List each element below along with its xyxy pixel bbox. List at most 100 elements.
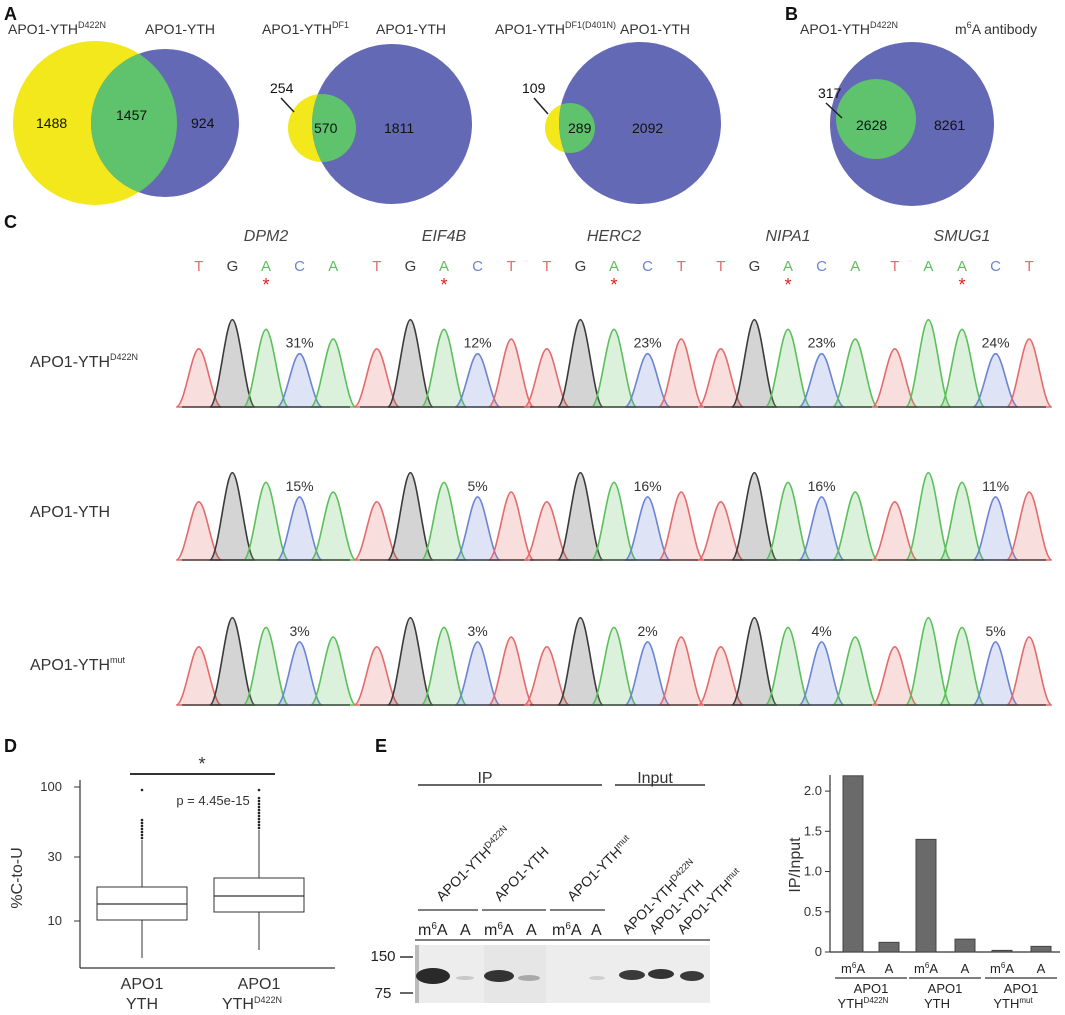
trace-peak-eif4b-r1-1	[353, 347, 400, 408]
ip-header: IP	[477, 770, 492, 787]
blot-band-m6a-1	[416, 968, 450, 984]
venn1-left-title: APO1-YTHD422N	[8, 20, 106, 37]
trace-peak-nipa1-r3-4	[798, 641, 845, 706]
trace-peak-smug1-r1-4	[972, 352, 1019, 408]
venn3-right-count: 2092	[632, 120, 663, 136]
percent-eif4b-r3: 3%	[467, 623, 487, 639]
trace-peak-herc2-r2-1	[523, 500, 570, 561]
marker-75-label: 75	[375, 985, 392, 1002]
boxplot-group1-line1: APO1	[121, 976, 164, 993]
trace-peak-dpm2-r3-5	[309, 636, 357, 706]
western-blot-panel: IP Input APO1-YTHD422N APO1-YTH APO1-YTH…	[370, 770, 741, 1003]
gene-name-smug1: SMUG1	[934, 228, 991, 245]
trace-peak-dpm2-r2-1	[175, 500, 222, 561]
percent-herc2-r2: 16%	[634, 478, 662, 494]
panel-label-b: B	[785, 4, 798, 24]
chromatogram-row-label-2: APO1-YTH	[30, 504, 110, 521]
boxplot-ytick-10: 10	[48, 913, 62, 928]
trace-peak-smug1-r2-1	[871, 500, 918, 561]
edit-site-asterisk-nipa1: *	[784, 275, 791, 295]
trace-peak-herc2-r2-3	[590, 481, 638, 561]
base-dpm2-2: G	[227, 258, 239, 275]
trace-peak-dpm2-r1-4	[276, 352, 323, 408]
outlier-point	[140, 830, 144, 834]
box2-outliers	[257, 788, 261, 830]
lane-m6a-2: m6A	[484, 921, 514, 939]
lane-m6a-3: m6A	[552, 921, 582, 939]
lane-m6a-1: m6A	[418, 921, 448, 939]
gene-name-nipa1: NIPA1	[765, 228, 810, 245]
trace-peak-dpm2-r2-2	[209, 471, 256, 561]
trace-peak-herc2-r1-2	[557, 318, 604, 408]
outlier-point	[257, 811, 261, 815]
edit-site-asterisk-dpm2: *	[262, 275, 269, 295]
venn4-right-count: 8261	[934, 117, 965, 133]
trace-peak-eif4b-r2-4	[454, 496, 501, 561]
trace-peak-dpm2-r2-5	[309, 491, 357, 561]
percent-eif4b-r2: 5%	[467, 478, 487, 494]
base-dpm2-3: A	[261, 258, 271, 275]
bar-2	[878, 941, 900, 953]
base-herc2-2: G	[575, 258, 587, 275]
trace-peak-nipa1-r1-1	[697, 347, 744, 408]
edit-site-asterisk-eif4b: *	[440, 275, 447, 295]
venn-diagram-2: APO1-YTHDF1 APO1-YTH 254 570 1811	[262, 20, 472, 204]
trace-peak-smug1-r1-2	[905, 318, 952, 408]
venn4-overlap	[836, 79, 916, 159]
marker-150-label: 150	[370, 948, 395, 965]
boxplot-panel: 100 30 10 %C-to-U * p = 4.45e-15 APO1 YT…	[9, 754, 335, 1013]
boxplot-group2-line2: YTHD422N	[222, 995, 282, 1013]
percent-smug1-r2: 11%	[982, 478, 1009, 494]
venn1-left-count: 1488	[36, 115, 67, 131]
trace-peak-herc2-r2-2	[557, 471, 604, 561]
trace-peak-nipa1-r1-5	[831, 338, 879, 408]
outlier-point	[140, 824, 144, 828]
bar-category-2: A	[885, 961, 894, 976]
trace-peak-smug1-r3-5	[1005, 636, 1053, 706]
percent-dpm2-r2: 15%	[286, 478, 314, 494]
venn2-callout-line	[280, 97, 295, 113]
trace-peak-eif4b-r3-2	[387, 616, 434, 706]
base-smug1-5: T	[1025, 258, 1034, 275]
bars	[842, 775, 1052, 953]
venn3-right-circle	[559, 42, 721, 204]
base-eif4b-2: G	[405, 258, 417, 275]
bar-6	[1030, 945, 1052, 953]
bar-1	[842, 775, 864, 953]
outlier-point	[140, 827, 144, 831]
blot-band-input-3	[680, 971, 704, 981]
bar-y-ticks: 0 0.5 1.0 1.5 2.0	[804, 783, 830, 959]
venn3-left-title: APO1-YTHDF1(D401N)	[495, 20, 616, 37]
blot-band-input-1	[619, 970, 645, 980]
percent-herc2-r1: 23%	[634, 335, 662, 351]
boxplot-ytick-100: 100	[40, 779, 62, 794]
blot-band-a-3	[589, 976, 605, 980]
boxplot-group1-line2: YTH	[126, 996, 158, 1013]
bar-ytick-label-1: 0.5	[804, 904, 822, 919]
trace-peak-herc2-r3-4	[624, 641, 671, 706]
outlier-point	[257, 823, 261, 827]
box1-outliers	[140, 788, 144, 840]
base-nipa1-5: A	[850, 258, 860, 275]
trace-peak-smug1-r2-4	[972, 496, 1019, 561]
blot-band-a-2	[518, 975, 540, 981]
lane-a-3: A	[591, 922, 602, 939]
venn2-right-count: 1811	[384, 120, 414, 136]
outlier-point	[257, 817, 261, 821]
venn3-right-title: APO1-YTH	[620, 21, 690, 37]
trace-peak-nipa1-r3-2	[731, 616, 778, 706]
venn1-overlap-count: 1457	[116, 107, 147, 123]
input-header: Input	[637, 770, 673, 787]
venn-diagram-4: APO1-YTHD422N m6A antibody 317 2628 8261	[800, 20, 1037, 206]
bar-ytick-label-2: 1.0	[804, 864, 822, 879]
gene-name-eif4b: EIF4B	[422, 228, 467, 245]
trace-peak-nipa1-r1-3	[764, 328, 812, 408]
trace-peak-eif4b-r2-3	[420, 481, 468, 561]
gene-name-dpm2: DPM2	[244, 228, 289, 245]
panel-label-c: C	[4, 212, 17, 232]
base-eif4b-4: C	[472, 258, 483, 275]
